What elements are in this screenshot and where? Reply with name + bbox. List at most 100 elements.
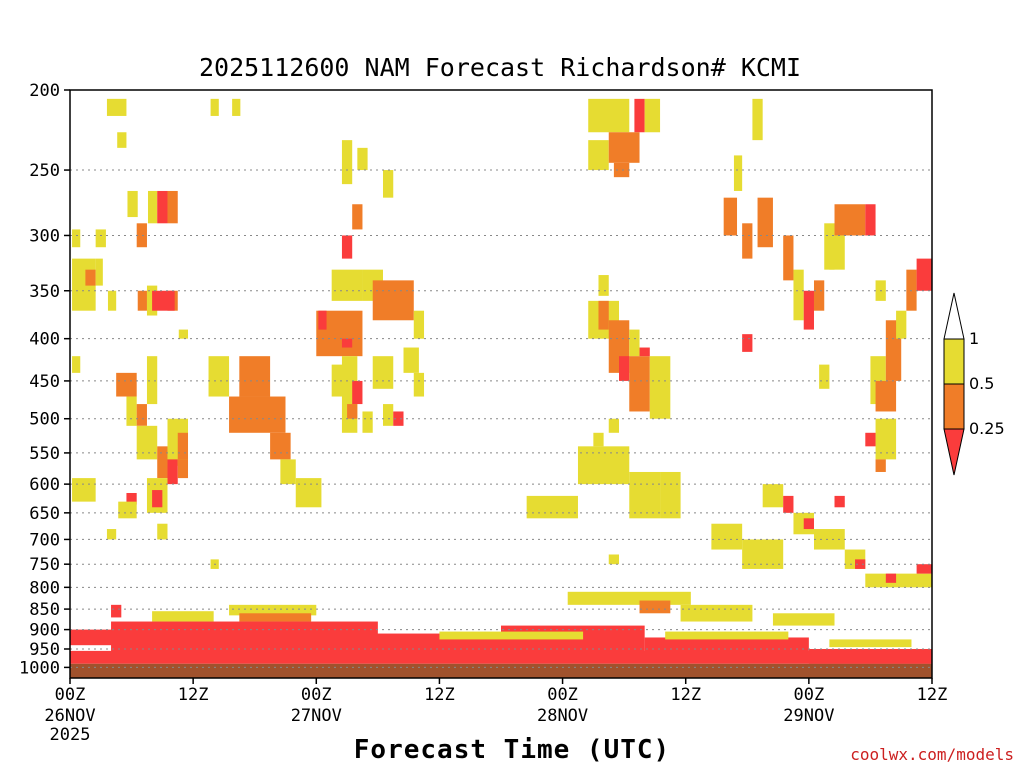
- ri-cell: [752, 98, 763, 141]
- x-tick-date: 27NOV: [291, 706, 342, 726]
- ri-cell: [106, 98, 127, 116]
- ri-cell: [403, 347, 419, 373]
- ri-cell: [157, 523, 168, 540]
- ri-cell: [178, 329, 189, 339]
- x-tick-label: 00Z: [55, 685, 86, 705]
- ri-cell: [916, 258, 932, 291]
- ri-cell: [865, 204, 876, 236]
- ri-cell: [577, 446, 630, 485]
- ri-cell: [229, 604, 317, 616]
- ri-cell: [357, 147, 368, 171]
- ri-cell: [177, 432, 189, 460]
- ri-cell: [829, 639, 912, 648]
- ri-cell: [157, 446, 168, 479]
- y-tick-label: 250: [29, 161, 60, 181]
- ri-cell: [567, 591, 691, 605]
- ri-cell: [629, 471, 661, 519]
- ri-cell: [875, 380, 897, 412]
- y-tick-label: 900: [29, 621, 60, 641]
- ri-cell: [137, 290, 147, 311]
- ri-cell: [331, 269, 363, 301]
- ri-cell: [665, 631, 789, 640]
- ri-cell: [639, 347, 650, 357]
- ri-cell: [280, 459, 296, 485]
- ri-cell: [147, 190, 158, 224]
- ri-cell: [813, 529, 845, 550]
- ri-cell: [413, 310, 425, 339]
- ri-cell: [239, 613, 312, 622]
- y-tick-label: 550: [29, 444, 60, 464]
- ri-cell: [834, 495, 845, 508]
- ri-cell: [70, 650, 932, 664]
- ri-cell: [855, 559, 866, 569]
- ri-cell: [382, 404, 394, 426]
- ri-cell: [742, 223, 753, 259]
- ri-cell: [875, 418, 897, 460]
- ri-cell: [116, 372, 137, 397]
- ri-cell: [95, 258, 103, 286]
- legend-level-label: 0.25: [969, 419, 1005, 438]
- x-tick-date: 28NOV: [537, 706, 588, 726]
- ri-cell: [157, 190, 168, 224]
- x-tick-label: 00Z: [793, 685, 824, 705]
- legend-level-label: 0.5: [969, 374, 994, 393]
- ri-cell: [167, 459, 178, 485]
- ri-cell: [629, 356, 650, 412]
- ri-cell: [608, 554, 620, 565]
- ri-cell: [232, 98, 241, 116]
- ri-cell: [208, 356, 230, 397]
- ri-cell: [167, 190, 178, 224]
- ri-cell: [733, 155, 743, 191]
- ri-cell: [95, 229, 106, 248]
- legend-extend-low: [943, 428, 965, 476]
- ri-cell: [136, 404, 147, 426]
- legend-level-label: 1: [969, 329, 979, 348]
- y-tick-label: 850: [29, 600, 60, 620]
- x-tick-date: 29NOV: [783, 706, 834, 726]
- ri-cell: [341, 338, 353, 348]
- ri-cell: [72, 229, 81, 248]
- data-cells: [70, 98, 932, 678]
- ri-cell: [742, 334, 753, 352]
- credit-text: coolwx.com/models: [850, 745, 1014, 764]
- ri-cell: [126, 396, 137, 426]
- ri-cell: [136, 425, 158, 460]
- ri-cell: [106, 529, 117, 540]
- y-axis: 200 250 300 350 400 450 500 550 600 650 700 750 8008…: [19, 81, 70, 678]
- y-tick-label: 200: [29, 81, 60, 101]
- ri-cell: [439, 631, 584, 640]
- ri-cell: [341, 140, 353, 185]
- ri-cell: [239, 356, 271, 397]
- ri-cell: [347, 404, 358, 419]
- ri-cell: [803, 518, 814, 530]
- ri-cell: [210, 98, 219, 116]
- ri-cell: [413, 372, 425, 397]
- ri-cell: [85, 269, 96, 286]
- ri-cell: [72, 356, 81, 373]
- ri-cell: [318, 310, 327, 330]
- ri-cell: [598, 300, 609, 330]
- ri-cell: [772, 613, 835, 626]
- ri-cell: [865, 432, 876, 447]
- ri-cell: [829, 235, 845, 270]
- ri-cell: [146, 285, 158, 316]
- ri-cell: [372, 280, 414, 321]
- ri-cell: [896, 310, 907, 339]
- ri-cell: [865, 573, 932, 588]
- x-tick-date: 26NOV: [44, 706, 95, 726]
- ri-cell: [608, 132, 640, 163]
- ri-cell: [127, 190, 138, 218]
- ri-cell: [177, 459, 189, 479]
- ri-cell: [352, 204, 363, 230]
- ri-cell: [644, 98, 661, 133]
- ri-cell: [639, 600, 671, 614]
- ri-cell: [916, 564, 932, 574]
- ri-cell: [588, 140, 609, 171]
- ri-cell: [875, 459, 886, 472]
- ri-cell: [634, 98, 645, 133]
- ri-cell: [723, 197, 738, 236]
- x-axis-label: Forecast Time (UTC): [354, 735, 670, 765]
- ri-cell: [834, 204, 866, 236]
- ri-cell: [783, 235, 794, 281]
- legend-swatch: [943, 338, 965, 385]
